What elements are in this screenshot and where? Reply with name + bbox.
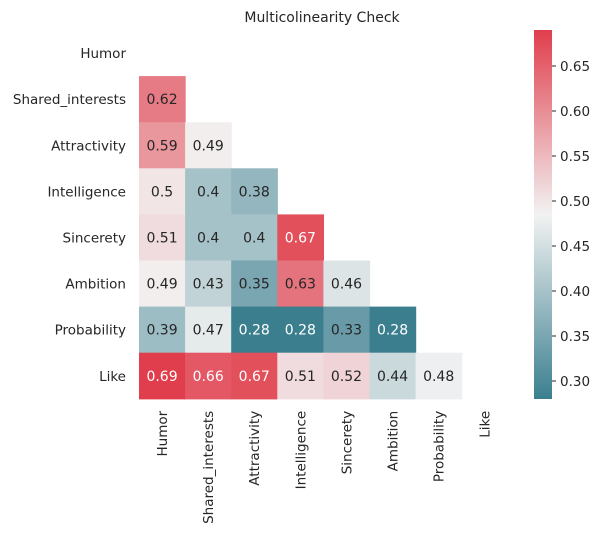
cell-value-label: 0.39 [146,323,177,339]
heatmap-cell [415,352,463,400]
heatmap-cell [139,260,186,308]
cell-value-label: 0.51 [285,369,316,385]
column-label: Sincerety [339,411,355,474]
cell-value-label: 0.4 [243,230,265,246]
colorbar-tick-label: 0.50 [560,194,590,210]
heatmap-cell [139,122,186,169]
heatmap-cell [369,352,417,400]
heatmap-cell [185,260,232,308]
cell-value-label: 0.69 [146,369,177,385]
row-label: Humor [80,46,126,62]
cell-value-label: 0.4 [197,230,219,246]
colorbar-tick-label: 0.35 [560,329,590,345]
row-label: Ambition [65,277,126,293]
heatmap-cell [277,352,324,400]
column-labels: Humor Shared_interests Attractivity Intelli… [155,410,494,524]
heatmap-cell [277,214,324,262]
heatmap-cell [231,260,278,308]
column-label: Probability [432,411,448,482]
cell-value-label: 0.59 [146,138,177,154]
cell-value-label: 0.67 [285,230,316,246]
cell-value-label: 0.4 [197,184,219,200]
heatmap-cell [139,214,186,262]
heatmap-cell [277,306,324,354]
row-label: Intelligence [47,184,126,200]
cell-value-label: 0.62 [146,92,177,108]
cell-value-label: 0.28 [239,323,270,339]
heatmap-cell [139,352,186,400]
cell-value-label: 0.63 [285,277,316,293]
cell-value-label: 0.66 [193,369,224,385]
row-labels: Humor Shared_interests Attractivity Intelli… [13,46,127,385]
cell-value-label: 0.33 [331,323,362,339]
colorbar-tick-label: 0.55 [560,149,590,165]
heatmap-cell [185,122,232,169]
cell-value-label: 0.43 [193,277,224,293]
cell-value-label: 0.51 [146,230,177,246]
row-label: Sincerety [63,230,126,246]
column-label: Shared_interests [201,411,217,524]
chart-title: Multicolinearity Check [244,10,400,26]
cell-value-label: 0.35 [239,277,270,293]
colorbar-tick-label: 0.65 [560,59,590,75]
cell-value-label: 0.49 [193,138,224,154]
heatmap-cell [323,306,371,354]
colorbar-tick-label: 0.60 [560,104,590,120]
column-label: Humor [155,410,171,456]
cell-value-label: 0.47 [193,323,224,339]
cell-value-label: 0.67 [239,369,270,385]
cell-value-label: 0.38 [239,184,270,200]
heatmap-cell [185,306,232,354]
heatmap-cell [277,260,324,308]
row-label: Shared_interests [13,92,126,108]
colorbar-tick-label: 0.40 [560,284,590,300]
cell-value-label: 0.52 [331,369,362,385]
heatmap-cell [185,214,232,262]
heatmap-cell [323,352,371,400]
column-label: Attractivity [247,411,263,486]
heatmap-cell [185,352,232,400]
cell-value-label: 0.44 [377,369,408,385]
cell-value-label: 0.28 [285,323,316,339]
heatmap-cell [231,306,278,354]
cell-value-label: 0.48 [423,369,454,385]
colorbar-tick-label: 0.30 [560,374,590,390]
row-label: Like [99,369,126,385]
cell-value-label: 0.46 [331,277,362,293]
heatmap-cell [139,168,186,215]
heatmap-cells: 0.62 0.59 0.49 0.5 0.4 0.38 0.51 0.4 0.4 0.67 0.49… [139,76,463,400]
heatmap-cell [231,214,278,262]
cell-value-label: 0.28 [377,323,408,339]
heatmap-cell [231,168,278,215]
colorbar: 0.30 0.35 0.40 0.45 0.50 0.55 0.60 0.65 [534,30,590,399]
heatmap-cell [323,260,371,308]
colorbar-tick-label: 0.45 [560,239,590,255]
column-label: Like [478,411,494,438]
heatmap-cell [139,306,186,354]
heatmap-cell [231,352,278,400]
heatmap-cell [185,168,232,215]
heatmap-cell [369,306,417,354]
colorbar-gradient [534,30,552,399]
row-label: Probability [55,323,126,339]
heatmap-cell [139,76,186,123]
row-label: Attractivity [51,138,126,154]
column-label: Ambition [386,411,402,472]
cell-value-label: 0.5 [151,184,173,200]
cell-value-label: 0.49 [146,277,177,293]
column-label: Intelligence [293,411,309,490]
